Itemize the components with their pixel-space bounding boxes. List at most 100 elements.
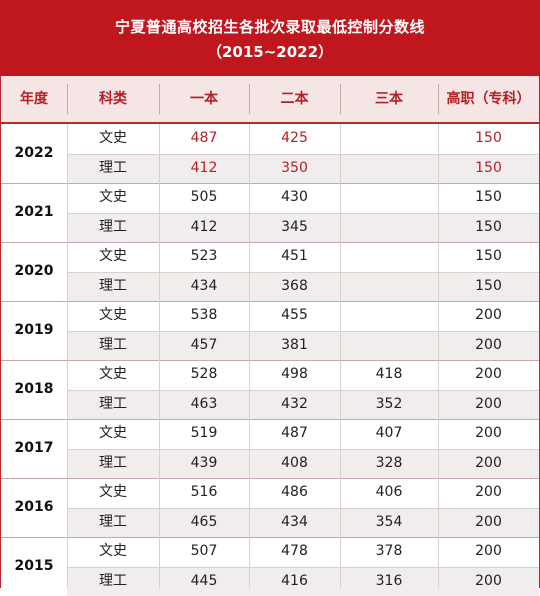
subject-cell: 理工 [67, 331, 159, 361]
header-subject: 科类 [67, 76, 159, 122]
year-cell: 2019 [1, 301, 67, 360]
gaozhi-cell: 200 [438, 419, 539, 449]
erben-cell: 368 [249, 272, 340, 302]
gaozhi-cell: 200 [438, 478, 539, 508]
yiben-cell: 412 [159, 213, 249, 243]
erben-cell: 498 [249, 360, 340, 390]
header-year: 年度 [1, 76, 67, 122]
year-cell: 2018 [1, 360, 67, 419]
subject-cell: 文史 [67, 301, 159, 331]
gaozhi-cell: 150 [438, 124, 539, 154]
subject-cell: 理工 [67, 272, 159, 302]
gaozhi-cell: 150 [438, 242, 539, 272]
erben-cell: 455 [249, 301, 340, 331]
yiben-cell: 505 [159, 183, 249, 213]
header-yiben: 一本 [159, 76, 249, 122]
yiben-cell: 463 [159, 390, 249, 420]
sanben-cell [340, 124, 438, 154]
gaozhi-cell: 200 [438, 331, 539, 361]
page-subtitle: （2015~2022） [0, 41, 540, 62]
erben-cell: 486 [249, 478, 340, 508]
yiben-cell: 439 [159, 449, 249, 479]
erben-cell: 416 [249, 567, 340, 596]
year-cell: 2021 [1, 183, 67, 242]
erben-cell: 434 [249, 508, 340, 538]
erben-cell: 381 [249, 331, 340, 361]
gaozhi-cell: 150 [438, 154, 539, 184]
yiben-cell: 487 [159, 124, 249, 154]
subject-cell: 理工 [67, 390, 159, 420]
subject-cell: 文史 [67, 419, 159, 449]
subject-cell: 理工 [67, 508, 159, 538]
gaozhi-cell: 200 [438, 301, 539, 331]
subject-cell: 文史 [67, 360, 159, 390]
subject-cell: 理工 [67, 449, 159, 479]
yiben-cell: 457 [159, 331, 249, 361]
yiben-cell: 445 [159, 567, 249, 596]
subject-cell: 文史 [67, 478, 159, 508]
subject-cell: 理工 [67, 154, 159, 184]
year-cell: 2017 [1, 419, 67, 478]
sanben-cell: 378 [340, 537, 438, 567]
sanben-cell: 352 [340, 390, 438, 420]
yiben-cell: 434 [159, 272, 249, 302]
yiben-cell: 523 [159, 242, 249, 272]
erben-cell: 425 [249, 124, 340, 154]
sanben-cell [340, 242, 438, 272]
gaozhi-cell: 200 [438, 508, 539, 538]
subject-cell: 文史 [67, 537, 159, 567]
sanben-cell [340, 301, 438, 331]
gaozhi-cell: 150 [438, 272, 539, 302]
gaozhi-cell: 200 [438, 567, 539, 596]
erben-cell: 432 [249, 390, 340, 420]
sanben-cell: 406 [340, 478, 438, 508]
year-cell: 2020 [1, 242, 67, 301]
sanben-cell [340, 183, 438, 213]
gaozhi-cell: 150 [438, 213, 539, 243]
subject-cell: 文史 [67, 183, 159, 213]
subject-cell: 理工 [67, 213, 159, 243]
erben-cell: 408 [249, 449, 340, 479]
yiben-cell: 412 [159, 154, 249, 184]
sanben-cell [340, 154, 438, 184]
erben-cell: 350 [249, 154, 340, 184]
yiben-cell: 528 [159, 360, 249, 390]
yiben-cell: 538 [159, 301, 249, 331]
erben-cell: 478 [249, 537, 340, 567]
subject-cell: 文史 [67, 242, 159, 272]
gaozhi-cell: 200 [438, 449, 539, 479]
sanben-cell [340, 272, 438, 302]
subject-cell: 文史 [67, 124, 159, 154]
erben-cell: 487 [249, 419, 340, 449]
gaozhi-cell: 150 [438, 183, 539, 213]
erben-cell: 451 [249, 242, 340, 272]
gaozhi-cell: 200 [438, 537, 539, 567]
header-sanben: 三本 [340, 76, 438, 122]
sanben-cell: 316 [340, 567, 438, 596]
sanben-cell [340, 331, 438, 361]
sanben-cell [340, 213, 438, 243]
year-cell: 2016 [1, 478, 67, 537]
subject-cell: 理工 [67, 567, 159, 596]
erben-cell: 430 [249, 183, 340, 213]
header-gaozhi: 高职（专科） [438, 76, 539, 122]
header-erben: 二本 [249, 76, 340, 122]
yiben-cell: 519 [159, 419, 249, 449]
year-cell: 2015 [1, 537, 67, 596]
yiben-cell: 465 [159, 508, 249, 538]
